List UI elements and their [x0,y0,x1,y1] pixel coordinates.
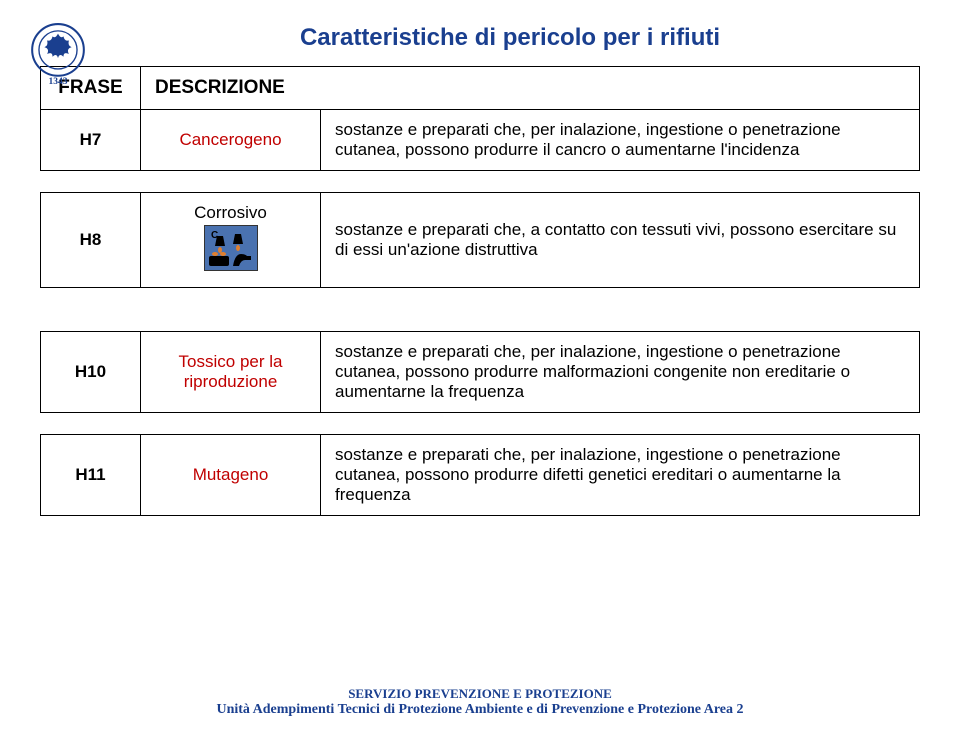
hazard-label: Mutageno [141,435,321,516]
page: 1343 Caratteristiche di pericolo per i r… [0,0,960,736]
hazard-label: Tossico per la riproduzione [141,332,321,413]
footer-line-2: Unità Adempimenti Tecnici di Protezione … [0,702,960,718]
hazard-description: sostanze e preparati che, per inalazione… [321,110,920,171]
hazard-label: Cancerogeno [141,110,321,171]
logo-year: 1343 [48,77,67,87]
hazard-code: H11 [41,435,141,516]
header-descrizione: DESCRIZIONE [141,67,920,110]
university-logo: 1343 [24,20,92,88]
table-row: H8 Corrosivo C s [41,193,920,288]
hazard-code: H10 [41,332,141,413]
hazard-description: sostanze e preparati che, a contatto con… [321,193,920,288]
row-gap [41,413,920,435]
table-row: H10 Tossico per la riproduzione sostanze… [41,332,920,413]
hazard-description: sostanze e preparati che, per inalazione… [321,435,920,516]
hazard-code: H8 [41,193,141,288]
table-header-row: FRASE DESCRIZIONE [41,67,920,110]
hazard-label-cell: Corrosivo C [141,193,321,288]
row-gap [41,310,920,332]
footer: SERVIZIO PREVENZIONE E PROTEZIONE Unità … [0,686,960,718]
page-title: Caratteristiche di pericolo per i rifiut… [100,24,920,52]
row-gap [41,288,920,310]
hazard-table: FRASE DESCRIZIONE H7 Cancerogeno sostanz… [40,66,920,516]
footer-line-1: SERVIZIO PREVENZIONE E PROTEZIONE [0,686,960,702]
hazard-description: sostanze e preparati che, per inalazione… [321,332,920,413]
table-row: H11 Mutageno sostanze e preparati che, p… [41,435,920,516]
table-row: H7 Cancerogeno sostanze e preparati che,… [41,110,920,171]
corrosive-icon: C [204,225,258,271]
row-gap [41,171,920,193]
hazard-code: H7 [41,110,141,171]
hazard-label: Corrosivo [155,203,306,223]
